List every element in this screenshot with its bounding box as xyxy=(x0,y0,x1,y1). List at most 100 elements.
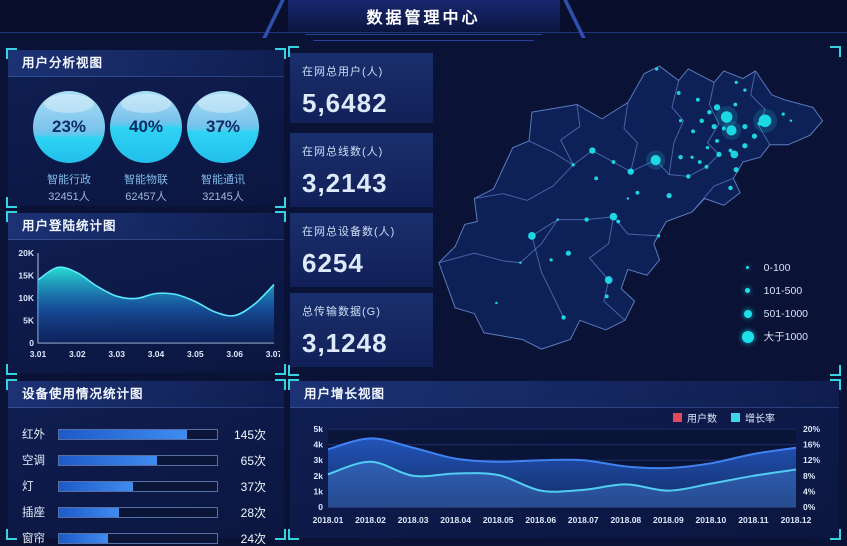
panel-title-login-stats: 用户登陆统计图 xyxy=(8,213,284,240)
corner-bracket-bl xyxy=(288,529,299,540)
map-bubble xyxy=(611,160,616,164)
map-bubble xyxy=(666,193,672,199)
login-line xyxy=(37,266,275,317)
login-area xyxy=(38,267,274,343)
stat-card: 在网总用户(人) 5,6482 xyxy=(290,53,433,123)
y-tick: 20K xyxy=(18,248,34,258)
device-bar-row: 插座 28次 xyxy=(22,499,266,525)
device-value: 24次 xyxy=(240,531,266,546)
map-legend-item-0-100[interactable]: 0-100 xyxy=(740,256,808,279)
right-tick: 16% xyxy=(803,440,820,450)
map-bubble xyxy=(528,232,536,240)
legend-item-用户数[interactable]: 用户数 xyxy=(673,410,717,425)
map-bubble xyxy=(721,126,726,131)
map-bubble xyxy=(728,185,733,191)
map-bubble xyxy=(678,155,683,160)
device-bar-fill xyxy=(59,455,157,465)
map-bubble xyxy=(734,80,738,85)
gauge-count: 32451人 xyxy=(48,191,90,203)
header-bar: 数据管理中心 xyxy=(0,0,847,33)
gauge-count: 62457人 xyxy=(125,191,167,203)
map-bubble xyxy=(691,129,695,134)
map-legend-dot xyxy=(745,288,751,293)
map-bubble xyxy=(699,118,704,123)
x-tick: 2018.04 xyxy=(440,515,471,525)
map-legend-dot-box xyxy=(740,330,756,343)
map-legend-dot-box xyxy=(740,288,756,293)
device-label: 窗帘 xyxy=(22,533,45,545)
y-tick: 5K xyxy=(23,316,35,326)
corner-bracket-bl xyxy=(6,529,17,540)
growth-legend: 用户数 增长率 xyxy=(673,410,775,425)
device-value: 65次 xyxy=(240,453,266,468)
map-bubble xyxy=(589,147,596,154)
corner-bracket-tl xyxy=(6,211,17,222)
gauge-label: 智能通讯 xyxy=(201,174,245,186)
device-bar-fill xyxy=(59,533,108,543)
map-bubble xyxy=(728,148,733,153)
stat-label: 在网总设备数(人) xyxy=(302,226,396,238)
legend-label: 增长率 xyxy=(745,414,775,425)
map-bubble xyxy=(604,276,613,284)
x-tick: 3.06 xyxy=(226,349,243,359)
map-bubble xyxy=(726,125,737,136)
x-tick: 3.03 xyxy=(108,349,125,359)
map-bubble xyxy=(604,294,609,299)
corner-bracket-tl xyxy=(288,379,299,390)
map-bubble xyxy=(733,167,739,173)
map-legend-item-大于1000[interactable]: 大于1000 xyxy=(740,325,808,348)
map-bubble xyxy=(561,315,566,320)
stat-card: 在网总设备数(人) 6254 xyxy=(290,213,433,287)
liquid-gauge: 23% 智能行政 32451人 xyxy=(32,91,106,204)
right-tick: 12% xyxy=(803,455,820,465)
left-tick: 2k xyxy=(314,471,324,481)
device-label: 插座 xyxy=(22,507,45,519)
panel-login-stats: 用户登陆统计图 0 5K 10K 15K 20K 3.01 3.02 3.03 3.04 3.05… xyxy=(6,211,286,375)
device-bar-fill xyxy=(59,481,134,491)
map-bubble xyxy=(690,155,694,159)
map-bubble xyxy=(704,164,709,169)
stat-card: 在网总线数(人) 3,2143 xyxy=(290,133,433,207)
map-bubble xyxy=(781,112,785,116)
x-tick: 2018.12 xyxy=(781,515,812,525)
users-line xyxy=(327,437,797,470)
page-title: 数据管理中心 xyxy=(366,10,481,27)
x-tick: 2018.11 xyxy=(738,515,769,525)
x-tick: 2018.10 xyxy=(696,515,727,525)
right-tick: 0% xyxy=(803,502,816,512)
x-tick: 2018.06 xyxy=(525,515,556,525)
corner-bracket-tr xyxy=(830,46,841,57)
map-legend-dot xyxy=(741,330,754,343)
map-bubble xyxy=(609,212,618,221)
map-legend-label: 101-500 xyxy=(763,284,803,297)
gauge-circle: 37% xyxy=(187,91,259,163)
corner-bracket-tl xyxy=(6,379,17,390)
y-tick: 0 xyxy=(29,338,34,348)
growth-line xyxy=(327,460,797,493)
device-bar-row: 窗帘 24次 xyxy=(22,525,266,546)
gauge-circle: 23% xyxy=(33,91,105,163)
map-bubble xyxy=(556,218,560,221)
corner-bracket-br xyxy=(275,197,286,208)
legend-item-增长率[interactable]: 增长率 xyxy=(731,410,775,425)
map-borders xyxy=(438,65,824,350)
x-tick: 2018.08 xyxy=(610,515,641,525)
map-bubble xyxy=(758,114,772,128)
corner-bracket-tr xyxy=(275,211,286,222)
map-legend-item-501-1000[interactable]: 501-1000 xyxy=(740,302,808,325)
left-tick: 4k xyxy=(314,440,324,450)
right-tick: 8% xyxy=(803,471,816,481)
map-bubble xyxy=(705,146,710,150)
login-area-chart: 0 5K 10K 15K 20K 3.01 3.02 3.03 3.04 3.05 3.06 3.07 xyxy=(18,248,280,359)
growth-area-chart: 0 0% 1k 4% 2k 8% 3k 12% 4k 16% 5k 20% 2018.01 2018.02… xyxy=(313,424,821,525)
map-bubble xyxy=(695,97,700,102)
x-tick: 3.04 xyxy=(148,349,165,359)
map-legend-item-101-500[interactable]: 101-500 xyxy=(740,279,808,302)
corner-bracket-tr xyxy=(275,379,286,390)
device-value: 28次 xyxy=(240,505,266,520)
gauge-percent: 37% xyxy=(205,117,241,136)
panel-user-growth: 用户增长视图 0 0% 1k 4% 2k 8% 3k 12% 4k 16% 5k 20% 2018.01… xyxy=(288,379,841,540)
device-bar-track xyxy=(58,506,218,518)
device-label: 红外 xyxy=(22,429,45,441)
